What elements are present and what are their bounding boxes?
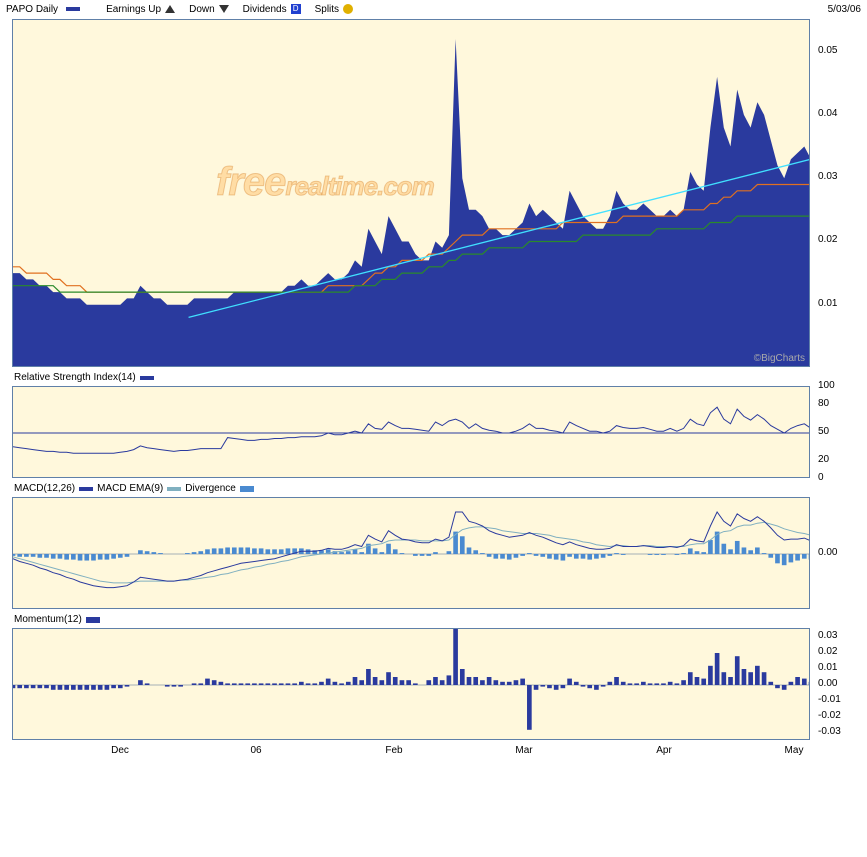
y-tick-label: 0.03 (818, 630, 837, 641)
splits-icon (343, 4, 353, 14)
momentum-title: Momentum(12) (14, 614, 100, 625)
y-tick-label: 0.05 (818, 45, 837, 56)
y-tick-label: 0.00 (818, 678, 837, 689)
chart-header: PAPO Daily Earnings Up Down Dividends D … (0, 0, 867, 18)
legend-down: Down (189, 4, 215, 15)
momentum-plot-area (12, 628, 810, 740)
legend-dividends: Dividends (243, 4, 287, 15)
legend-splits: Splits (315, 4, 339, 15)
chart-date: 5/03/06 (828, 4, 861, 15)
symbol-label: PAPO Daily (6, 4, 58, 15)
rsi-plot-area (12, 386, 810, 478)
macd-title: MACD(12,26) MACD EMA(9) Divergence (14, 483, 254, 494)
y-tick-label: -0.03 (818, 726, 841, 737)
price-plot-area: freerealtime.com ©BigCharts (12, 19, 810, 367)
macd-panel: MACD(12,26) MACD EMA(9) Divergence 0.00 (0, 481, 867, 611)
y-tick-label: 0.02 (818, 646, 837, 657)
momentum-panel: Momentum(12) -0.03 -0.02 -0.01 0.00 0.01 0.02… (0, 612, 867, 742)
y-tick-label: 100 (818, 380, 835, 391)
rsi-chart-svg (13, 387, 810, 478)
x-tick-label: Dec (111, 745, 129, 756)
x-tick-label: 06 (250, 745, 261, 756)
price-swatch (66, 7, 80, 11)
y-tick-label: -0.02 (818, 710, 841, 721)
rsi-panel: Relative Strength Index(14) 0205080100 (0, 370, 867, 480)
y-tick-label: 0.04 (818, 108, 837, 119)
price-chart-svg (13, 20, 810, 367)
y-tick-label: 80 (818, 398, 829, 409)
y-tick-label: 0.00 (818, 547, 837, 558)
macd-chart-svg (13, 498, 810, 609)
momentum-chart-svg (13, 629, 810, 740)
y-tick-label: 0.01 (818, 662, 837, 673)
copyright-label: ©BigCharts (754, 353, 805, 364)
x-axis: Dec 06 Feb Mar Apr May (0, 743, 867, 761)
stock-chart-container: PAPO Daily Earnings Up Down Dividends D … (0, 0, 867, 761)
dividends-icon: D (291, 4, 301, 14)
legend-earnings-up: Earnings Up (106, 4, 161, 15)
x-tick-label: Mar (515, 745, 532, 756)
y-tick-label: 0.02 (818, 234, 837, 245)
y-tick-label: 20 (818, 454, 829, 465)
price-panel: freerealtime.com ©BigCharts 0.01 0.02 0.03… (0, 19, 867, 369)
y-tick-label: 0.01 (818, 298, 837, 309)
y-tick-label: 50 (818, 426, 829, 437)
x-tick-label: Feb (385, 745, 402, 756)
rsi-title: Relative Strength Index(14) (14, 372, 154, 383)
macd-plot-area (12, 497, 810, 609)
triangle-down-icon (219, 5, 229, 13)
triangle-up-icon (165, 5, 175, 13)
x-tick-label: Apr (656, 745, 672, 756)
y-tick-label: -0.01 (818, 694, 841, 705)
y-tick-label: 0.03 (818, 171, 837, 182)
x-tick-label: May (785, 745, 804, 756)
